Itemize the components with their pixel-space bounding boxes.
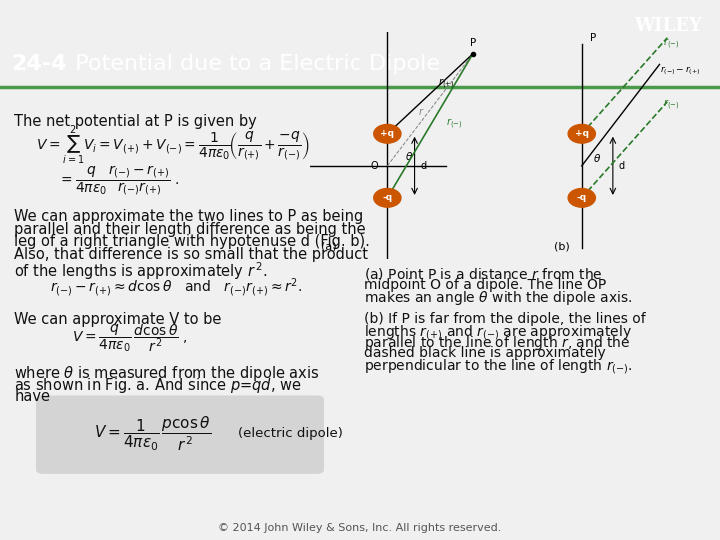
Text: $r_{(-)} - r_{(+)}$: $r_{(-)} - r_{(+)}$ — [660, 64, 700, 77]
Text: We can approximate the two lines to P as being: We can approximate the two lines to P as… — [14, 209, 364, 224]
Text: $V = \dfrac{1}{4\pi\varepsilon_0}\, \dfrac{p\cos\theta}{r^2}$: $V = \dfrac{1}{4\pi\varepsilon_0}\, \dfr… — [94, 414, 211, 453]
Text: d: d — [618, 161, 625, 171]
Text: (a) Point P is a distance $r$ from the: (a) Point P is a distance $r$ from the — [364, 266, 602, 282]
Text: Potential due to a Electric Dipole: Potential due to a Electric Dipole — [61, 53, 440, 73]
Text: have: have — [14, 389, 50, 404]
Text: O: O — [370, 161, 378, 171]
Text: We can approximate V to be: We can approximate V to be — [14, 312, 222, 327]
Text: $\theta$: $\theta$ — [593, 152, 601, 164]
Text: $r_{(-)}$: $r_{(-)}$ — [663, 37, 680, 51]
Text: as shown in Fig. a. And since $p$=$qd$, we: as shown in Fig. a. And since $p$=$qd$, … — [14, 376, 302, 395]
Text: midpoint O of a dipole. The line OP: midpoint O of a dipole. The line OP — [364, 278, 606, 292]
Text: lengths $r_{(+)}$ and $r_{(-)}$ are approximately: lengths $r_{(+)}$ and $r_{(-)}$ are appr… — [364, 323, 631, 342]
Circle shape — [568, 188, 595, 207]
Text: P: P — [469, 38, 476, 49]
Text: 24-4: 24-4 — [11, 53, 66, 73]
Text: perpendicular to the line of length $r_{(-)}$.: perpendicular to the line of length $r_{… — [364, 357, 632, 376]
Circle shape — [374, 124, 401, 143]
Text: (b) If P is far from the dipole, the lines of: (b) If P is far from the dipole, the lin… — [364, 312, 645, 326]
Text: © 2014 John Wiley & Sons, Inc. All rights reserved.: © 2014 John Wiley & Sons, Inc. All right… — [218, 523, 502, 533]
Text: of the lengths is approximately $r^{\,2}$.: of the lengths is approximately $r^{\,2}… — [14, 260, 268, 281]
Text: Also, that difference is so small that the product: Also, that difference is so small that t… — [14, 247, 369, 262]
Text: +q: +q — [575, 129, 589, 138]
Text: The net potential at P is given by: The net potential at P is given by — [14, 113, 257, 129]
Text: $V = \dfrac{q}{4\pi\varepsilon_0}\, \dfrac{d\cos\theta}{r^2}\ ,$: $V = \dfrac{q}{4\pi\varepsilon_0}\, \dfr… — [72, 322, 188, 354]
Text: makes an angle $\theta$ with the dipole axis.: makes an angle $\theta$ with the dipole … — [364, 289, 632, 307]
Text: +q: +q — [380, 129, 395, 138]
Text: parallel and their length difference as being the: parallel and their length difference as … — [14, 221, 366, 237]
Text: (electric dipole): (electric dipole) — [238, 427, 343, 440]
Text: P: P — [590, 33, 597, 43]
Text: $r_{(-)}$: $r_{(-)}$ — [663, 98, 680, 112]
Text: $r_{(-)}$: $r_{(-)}$ — [446, 117, 462, 131]
Text: $\theta$: $\theta$ — [405, 151, 413, 163]
Text: $r_{(+)}$: $r_{(+)}$ — [438, 77, 454, 91]
Text: -q: -q — [382, 193, 392, 202]
Text: where $\theta$ is measured from the dipole axis: where $\theta$ is measured from the dipo… — [14, 363, 320, 383]
Text: (a): (a) — [321, 241, 337, 251]
Text: (b): (b) — [554, 241, 570, 251]
Text: d: d — [420, 161, 426, 171]
Text: -q: -q — [577, 193, 587, 202]
Text: r: r — [418, 107, 423, 117]
Text: leg of a right triangle with hypotenuse d (Fig. b).: leg of a right triangle with hypotenuse … — [14, 234, 370, 249]
FancyBboxPatch shape — [36, 395, 324, 474]
Text: $r_{(-)} - r_{(+)} \approx d\cos\theta\quad\text{and}\quad r_{(-)}r_{(+)} \appro: $r_{(-)} - r_{(+)} \approx d\cos\theta\q… — [50, 276, 303, 299]
Text: dashed black line is approximately: dashed black line is approximately — [364, 346, 606, 360]
Text: $V = \sum_{i=1}^{2} V_i = V_{(+)} + V_{(-)} = \dfrac{1}{4\pi\varepsilon_0}\!\lef: $V = \sum_{i=1}^{2} V_i = V_{(+)} + V_{(… — [36, 124, 310, 167]
Text: parallel to the line of length $r$, and the: parallel to the line of length $r$, and … — [364, 334, 630, 353]
Text: WILEY: WILEY — [634, 17, 702, 35]
Text: $= \dfrac{q}{4\pi\varepsilon_0} \dfrac{r_{(-)} - r_{(+)}}{r_{(-)}r_{(+)}}\ .$: $= \dfrac{q}{4\pi\varepsilon_0} \dfrac{r… — [58, 164, 179, 199]
Circle shape — [568, 124, 595, 143]
Circle shape — [374, 188, 401, 207]
